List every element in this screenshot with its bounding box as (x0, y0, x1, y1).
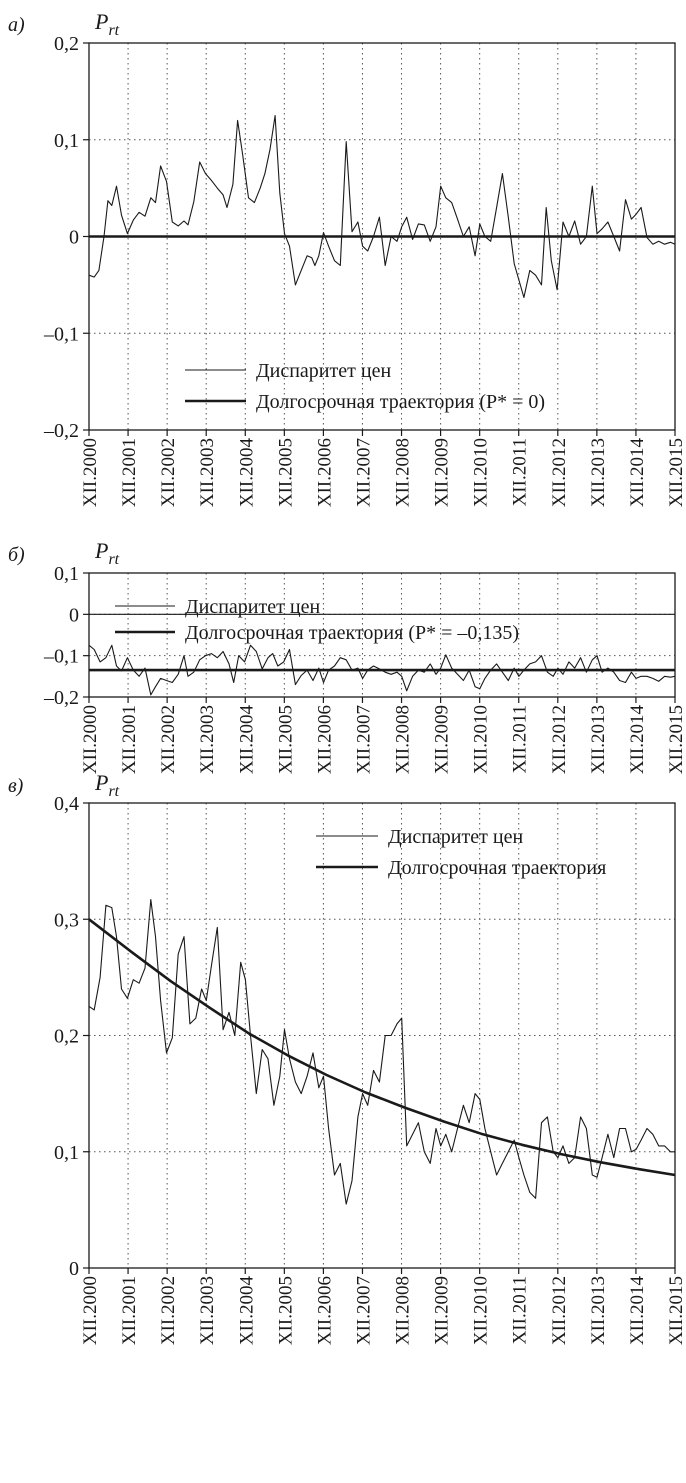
x-tick-label: XII.2013 (588, 705, 609, 774)
x-tick-label: XII.2003 (197, 1276, 218, 1345)
x-tick-label: XII.2003 (197, 438, 218, 507)
x-tick-label: XII.2002 (158, 705, 179, 774)
y-tick-label: 0,2 (54, 33, 79, 55)
x-tick-label: XII.2004 (236, 438, 257, 508)
legend: Диспаритет цен Долгосрочная траектория (P… (185, 360, 545, 413)
panel-2: –0,2 –0,1 0 0,1 XII.2000 XII.2001 XII.2002 XII.… (8, 538, 686, 774)
y-tick-label: 0 (69, 604, 79, 626)
panel-letter: б) (8, 544, 25, 566)
panel-letter: а) (8, 14, 25, 36)
x-tick-label: XII.2006 (314, 1276, 335, 1345)
x-tick-label: XII.2015 (666, 1276, 686, 1345)
legend-label: Диспаритет цен (256, 360, 391, 382)
x-tick-label: XII.2011 (510, 438, 531, 506)
x-tick-label: XII.2002 (158, 1276, 179, 1345)
x-tick-label: XII.2015 (666, 705, 686, 774)
x-tick-label: XII.2007 (353, 438, 374, 507)
legend-label: Долгосрочная траектория (388, 857, 606, 879)
x-tick-label: XII.2009 (432, 438, 453, 507)
x-tick-label: XII.2012 (549, 1276, 570, 1345)
x-tick-label: XII.2004 (236, 1276, 257, 1346)
x-tick-label: XII.2009 (432, 1276, 453, 1345)
x-tick-label: XII.2014 (627, 438, 648, 508)
x-tick-label: XII.2007 (353, 705, 374, 774)
y-tick-label: 0,1 (54, 130, 79, 152)
y-axis-title-sub: rt (108, 783, 119, 800)
x-tick-label: XII.2007 (353, 1276, 374, 1345)
long-run-trajectory-line (88, 918, 676, 1177)
x-tick-label: XII.2000 (80, 705, 101, 774)
x-tick-label: XII.2000 (80, 438, 101, 507)
y-tick-label: –0,1 (43, 323, 79, 345)
x-tick-label: XII.2012 (549, 705, 570, 774)
price-disparity-line (88, 898, 675, 1205)
x-tick-label: XII.2001 (119, 705, 140, 774)
x-tick-label: XII.2009 (432, 705, 453, 774)
y-tick-label: 0,2 (54, 1026, 79, 1048)
y-tick-label: 0,1 (54, 1142, 79, 1164)
y-tick-label: 0,1 (54, 563, 79, 585)
x-tick-label: XII.2014 (627, 705, 648, 775)
x-tick-label: XII.2001 (119, 438, 140, 507)
x-tick-label: XII.2014 (627, 1276, 648, 1346)
y-tick-label: 0 (69, 1258, 79, 1280)
x-tick-label: XII.2015 (666, 438, 686, 507)
x-tick-label: XII.2001 (119, 1276, 140, 1345)
x-tick-label: XII.2013 (588, 1276, 609, 1345)
x-tick-label: XII.2002 (158, 438, 179, 507)
x-tick-label: XII.2006 (314, 438, 335, 507)
y-tick-label: –0,1 (43, 646, 79, 668)
x-tick-label: XII.2010 (471, 1276, 492, 1345)
legend-label: Долгосрочная траектория (P* = –0,135) (185, 622, 519, 644)
x-tick-label: XII.2000 (80, 1276, 101, 1345)
x-tick-label: XII.2006 (314, 705, 335, 774)
legend: Диспаритет цен Долгосрочная траектория (P… (115, 596, 519, 644)
y-tick-label: 0,3 (54, 909, 79, 931)
x-tick-label: XII.2004 (236, 705, 257, 775)
panel-1: –0,2 –0,1 0 0,1 0,2 XII.2000 XII.2001 XII.2002 X… (8, 9, 686, 507)
y-tick-label: –0,2 (43, 420, 79, 442)
x-tick-label: XII.2003 (197, 705, 218, 774)
y-axis-title: Prt (94, 770, 120, 800)
x-tick-label: XII.2010 (471, 438, 492, 507)
plot-frame (88, 572, 676, 698)
y-tick-label: –0,2 (43, 687, 79, 709)
legend: Диспаритет цен Долгосрочная траектория (316, 826, 606, 879)
x-tick-label: XII.2013 (588, 438, 609, 507)
y-axis-title-sub: rt (108, 551, 119, 568)
y-axis-title: Prt (94, 9, 120, 39)
legend-label: Диспаритет цен (388, 826, 523, 848)
x-tick-label: XII.2008 (393, 438, 414, 507)
y-axis-title: Prt (94, 538, 120, 568)
price-disparity-line (88, 115, 676, 299)
x-tick-label: XII.2005 (275, 438, 296, 507)
panel-letter: в) (8, 775, 24, 797)
x-tick-label: XII.2010 (471, 705, 492, 774)
y-tick-label: 0,4 (54, 793, 79, 815)
legend-label: Диспаритет цен (185, 596, 320, 618)
x-tick-label: XII.2011 (510, 705, 531, 773)
legend-label: Долгосрочная траектория (P* = 0) (256, 391, 545, 413)
x-tick-label: XII.2005 (275, 705, 296, 774)
x-tick-label: XII.2012 (549, 438, 570, 507)
x-tick-label: XII.2008 (393, 705, 414, 774)
y-axis-title-sub: rt (108, 22, 119, 39)
x-tick-label: XII.2005 (275, 1276, 296, 1345)
panel-3: 0 0,1 0,2 0,3 0,4 XII.2000 XII.2001 XII.2002 XII… (8, 770, 686, 1345)
y-tick-label: 0 (69, 227, 79, 249)
x-tick-label: XII.2011 (510, 1276, 531, 1344)
x-tick-label: XII.2008 (393, 1276, 414, 1345)
